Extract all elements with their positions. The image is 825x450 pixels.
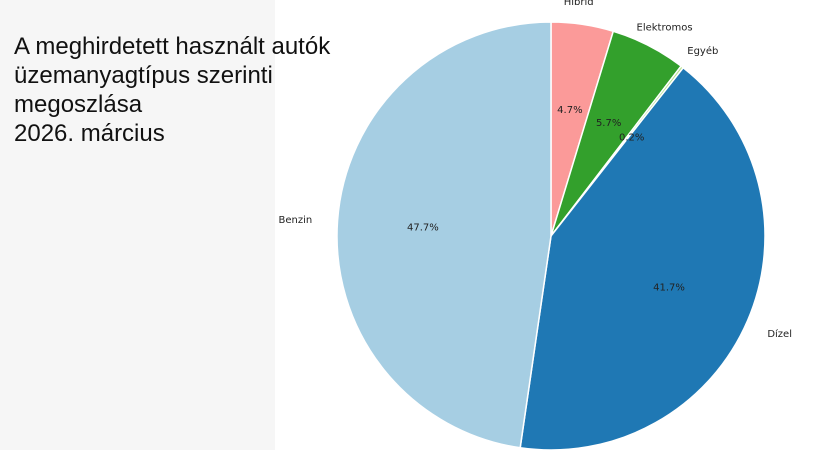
category-label-dizel: Dízel	[767, 328, 792, 340]
pie-labels: 4.7% Hibrid 5.7% Elektromos 0.2% Egyéb 41.7% Dí…	[278, 0, 792, 340]
title-line-2: üzemanyagtípus szerinti	[14, 62, 273, 89]
title-line-1: A meghirdetett használt autók	[14, 33, 331, 60]
pct-label-benzin: 47.7%	[407, 223, 439, 234]
pct-label-dizel: 41.7%	[653, 283, 685, 294]
title-panel	[0, 0, 275, 450]
slice-dizel	[519, 66, 766, 450]
chart-title: A meghirdetett használt autók üzemanyagt…	[14, 32, 394, 148]
pct-label-egyeb: 0.2%	[619, 133, 644, 144]
pct-label-elektromos: 5.7%	[596, 118, 621, 129]
pct-label-hibrid: 4.7%	[557, 105, 582, 116]
category-label-elektromos: Elektromos	[637, 23, 693, 34]
title-line-4: 2026. március	[14, 120, 165, 147]
category-label-benzin: Benzin	[278, 215, 312, 226]
category-label-egyeb: Egyéb	[687, 45, 718, 57]
title-line-3: megoszlása	[14, 91, 143, 118]
category-label-hibrid: Hibrid	[564, 0, 594, 8]
pie-slices	[336, 21, 766, 450]
slice-benzin	[336, 21, 552, 449]
